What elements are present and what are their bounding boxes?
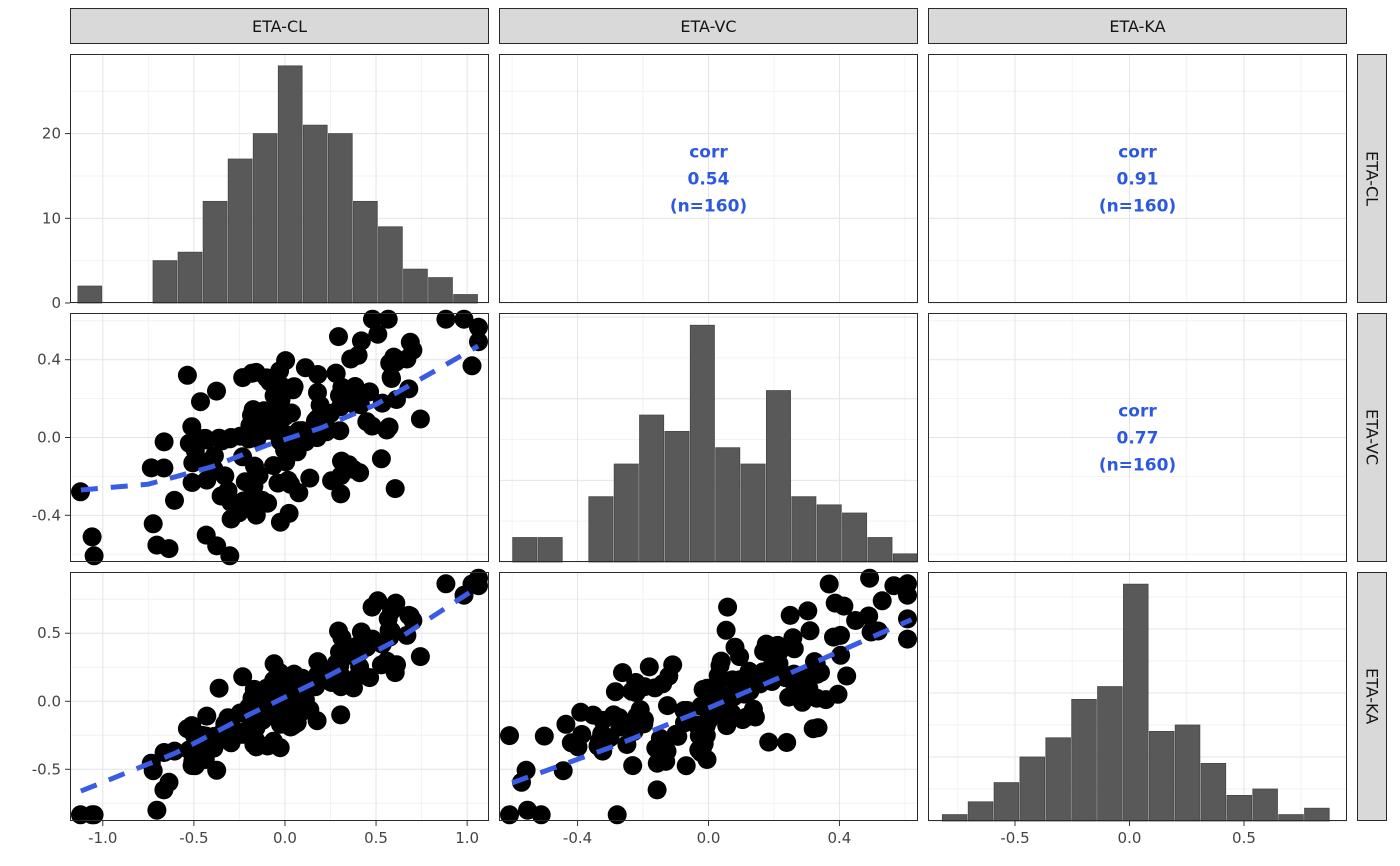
x-tick-label: -0.4 xyxy=(563,829,592,847)
corr-text-line: corr xyxy=(689,143,728,163)
grid-minor xyxy=(499,54,918,303)
x-axis: -1.0 -0.5 0.0 0.5 1.0 xyxy=(88,821,479,847)
y-tick-label: 0.0 xyxy=(37,692,61,710)
column-strip-eta-vc: ETA-VC xyxy=(499,8,918,44)
row-strip-eta-cl: ETA-CL xyxy=(1357,54,1387,303)
y-tick-label: 0.5 xyxy=(37,624,61,642)
panel-scatter-cl-vc: -0.4 0.0 0.4 xyxy=(32,309,489,566)
y-axis-gutter xyxy=(12,54,60,303)
smooth-line xyxy=(511,617,913,786)
row-strip-eta-ka: ETA-KA xyxy=(1357,572,1387,821)
x-tick-label: -1.0 xyxy=(88,829,117,847)
column-strip-label: ETA-CL xyxy=(251,16,308,36)
row-strip-label: ETA-VC xyxy=(1362,409,1382,466)
corr-text-line: (n=160) xyxy=(1099,197,1176,217)
panel-hist-eta-cl: 0 10 20 xyxy=(42,54,489,312)
x-tick-label: -0.5 xyxy=(179,829,208,847)
panel-border xyxy=(499,54,918,303)
x-tick-label: 0.0 xyxy=(697,829,721,847)
panel-corr-cl-vc: corr 0.54 (n=160) xyxy=(499,54,918,304)
hist-eta-vc-plot xyxy=(499,313,918,563)
histogram-bars xyxy=(512,324,918,563)
row-strip-eta-vc: ETA-VC xyxy=(1357,313,1387,562)
scatter-points xyxy=(71,568,488,825)
scatter-points xyxy=(71,309,488,566)
corr-text-line: 0.91 xyxy=(1117,170,1159,190)
y-tick-label: 0 xyxy=(51,294,61,312)
x-tick-label: 0.5 xyxy=(364,829,388,847)
corr-vc-ka-plot: corr 0.77 (n=160) xyxy=(928,313,1347,562)
y-tick-label: 10 xyxy=(42,209,61,227)
panel-border xyxy=(70,313,489,562)
y-tick-label: -0.5 xyxy=(32,760,61,778)
y-tick-label: -0.4 xyxy=(32,506,61,524)
corner-gutter xyxy=(12,8,60,44)
scatter-cl-ka-plot: -0.5 0.0 0.5 -1.0 -0.5 0.0 0.5 1.0 xyxy=(32,568,489,847)
panel-scatter-vc-ka: -0.4 0.0 0.4 xyxy=(499,568,918,847)
panel-hist-eta-ka: -0.5 0.0 0.5 xyxy=(928,572,1347,847)
corr-text-line: 0.54 xyxy=(688,170,730,190)
panel-hist-eta-vc xyxy=(499,313,918,563)
corr-cl-vc-plot: corr 0.54 (n=160) xyxy=(499,54,918,304)
y-axis: -0.4 0.0 0.4 xyxy=(32,351,70,524)
panel-border xyxy=(70,572,489,821)
column-strip-eta-ka: ETA-KA xyxy=(928,8,1347,44)
smooth-line xyxy=(79,584,480,794)
column-strip-label: ETA-VC xyxy=(680,16,737,36)
corr-text-line: corr xyxy=(1118,402,1157,422)
x-tick-label: -0.5 xyxy=(1000,829,1029,847)
corner-gutter xyxy=(1357,8,1387,44)
corr-text-line: corr xyxy=(1118,143,1157,163)
corr-text-line: (n=160) xyxy=(670,197,747,217)
corr-cl-ka-plot: corr 0.91 (n=160) xyxy=(928,54,1347,304)
panel-corr-cl-ka: corr 0.91 (n=160) xyxy=(928,54,1347,304)
x-axis: -0.4 0.0 0.4 xyxy=(563,821,851,847)
grid-minor xyxy=(928,54,1347,303)
panel-border xyxy=(928,572,1347,821)
x-tick-label: 1.0 xyxy=(455,829,479,847)
panel-border xyxy=(70,54,489,303)
column-strip-label: ETA-KA xyxy=(1109,16,1166,36)
corr-text-line: 0.77 xyxy=(1117,429,1159,449)
panel-corr-vc-ka: corr 0.77 (n=160) xyxy=(928,313,1347,562)
smooth-line xyxy=(80,343,480,493)
x-tick-label: 0.0 xyxy=(1118,829,1142,847)
hist-eta-ka-plot: -0.5 0.0 0.5 xyxy=(928,572,1347,847)
histogram-bars xyxy=(941,583,1330,822)
scatter-cl-vc-plot: -0.4 0.0 0.4 xyxy=(32,309,489,566)
grid-major xyxy=(928,313,1347,562)
x-axis: -0.5 0.0 0.5 xyxy=(1000,821,1256,847)
panel-border xyxy=(928,313,1347,562)
y-axis: 0 10 20 xyxy=(42,125,70,312)
y-axis: -0.5 0.0 0.5 xyxy=(32,624,70,778)
grid-major xyxy=(499,54,918,304)
panel-background xyxy=(928,54,1347,303)
x-tick-label: 0.0 xyxy=(273,829,297,847)
x-tick-label: 0.5 xyxy=(1232,829,1256,847)
panel-border xyxy=(499,572,918,821)
corner-gutter xyxy=(1357,831,1387,857)
row-strip-label: ETA-CL xyxy=(1362,150,1382,207)
panel-border xyxy=(928,54,1347,303)
y-tick-label: 0.0 xyxy=(37,429,61,447)
panel-scatter-cl-ka: -0.5 0.0 0.5 -1.0 -0.5 0.0 0.5 1.0 xyxy=(32,568,489,847)
x-tick-label: 0.4 xyxy=(828,829,852,847)
scatter-vc-ka-plot: -0.4 0.0 0.4 xyxy=(499,568,918,847)
corr-text-line: (n=160) xyxy=(1099,456,1176,476)
y-tick-label: 20 xyxy=(42,125,61,143)
y-tick-label: 0.4 xyxy=(37,351,61,369)
corner-gutter xyxy=(12,831,60,857)
panel-border xyxy=(499,313,918,562)
column-strip-eta-cl: ETA-CL xyxy=(70,8,489,44)
hist-eta-cl-plot: 0 10 20 xyxy=(42,54,489,312)
row-strip-label: ETA-KA xyxy=(1362,668,1382,725)
